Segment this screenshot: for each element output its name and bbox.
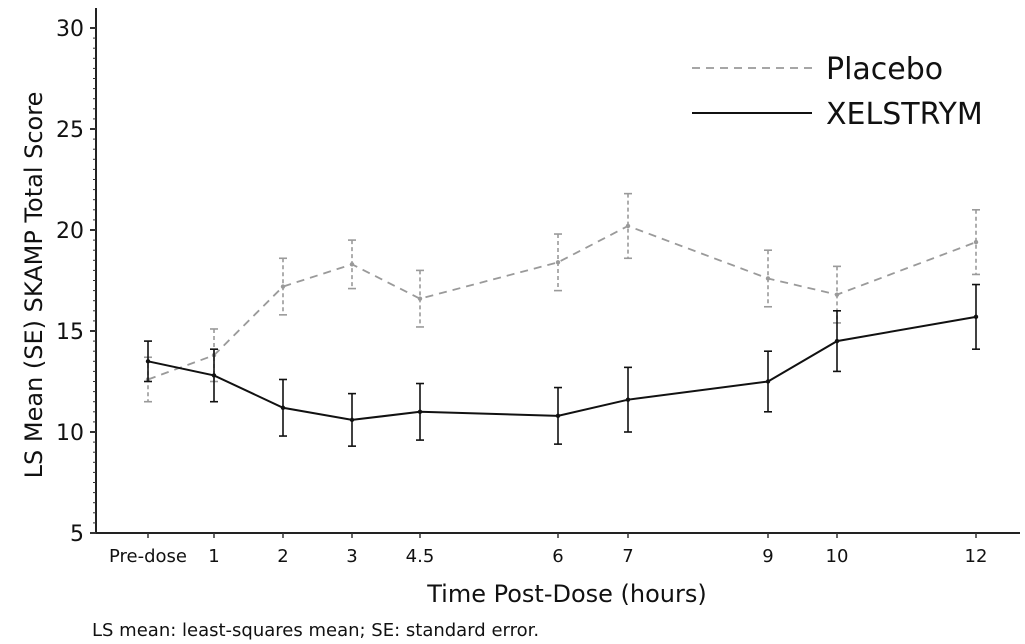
x-axis-title: Time Post-Dose (hours) xyxy=(426,580,707,608)
data-point xyxy=(145,359,151,364)
x-tick-label: 1 xyxy=(208,546,219,567)
data-point xyxy=(555,413,561,419)
data-point xyxy=(765,276,771,281)
labels: LS Mean (SE) SKAMP Total Score Time Post… xyxy=(20,92,707,641)
data-point xyxy=(973,239,979,245)
y-tick-label: 20 xyxy=(56,219,84,244)
data-point xyxy=(280,405,286,410)
y-tick-label: 15 xyxy=(56,320,84,345)
footnote: LS mean: least-squares mean; SE: standar… xyxy=(92,620,539,641)
data-point xyxy=(834,292,840,297)
data-point xyxy=(211,373,217,378)
data-point xyxy=(349,417,355,423)
series-line xyxy=(147,224,977,381)
series-placebo xyxy=(144,192,980,403)
y-tick-label: 25 xyxy=(56,118,84,143)
legend-label-placebo: Placebo xyxy=(826,52,943,87)
legend-label-xelstrym: XELSTRYM xyxy=(826,97,983,132)
x-tick-label: 4.5 xyxy=(406,546,435,567)
data-point xyxy=(349,262,355,267)
series-line xyxy=(147,315,977,421)
x-tick-label: 9 xyxy=(762,546,773,567)
x-tick-label: 10 xyxy=(826,546,849,567)
x-tick-label: 6 xyxy=(552,546,563,567)
x-tick-label: 2 xyxy=(277,546,288,567)
y-tick-label: 30 xyxy=(56,17,84,42)
data-point xyxy=(625,397,631,402)
data-point xyxy=(834,338,840,344)
y-tick-label: 10 xyxy=(56,421,84,446)
data-point xyxy=(280,284,286,289)
data-point xyxy=(417,409,423,414)
series-xelstrym xyxy=(144,283,980,447)
x-tick-label: 3 xyxy=(346,546,357,567)
data-point xyxy=(625,223,631,229)
x-tick-label: Pre-dose xyxy=(109,546,187,567)
y-axis-title: LS Mean (SE) SKAMP Total Score xyxy=(20,92,48,479)
data-point xyxy=(973,314,979,320)
data-point xyxy=(555,260,561,265)
x-tick-label: 12 xyxy=(965,546,988,567)
legend: Placebo XELSTRYM xyxy=(692,52,983,132)
data-point xyxy=(765,379,771,384)
x-tick-label: 7 xyxy=(622,546,633,567)
y-tick-label: 5 xyxy=(70,522,84,547)
data-point xyxy=(417,296,423,301)
series-layer xyxy=(144,192,980,447)
